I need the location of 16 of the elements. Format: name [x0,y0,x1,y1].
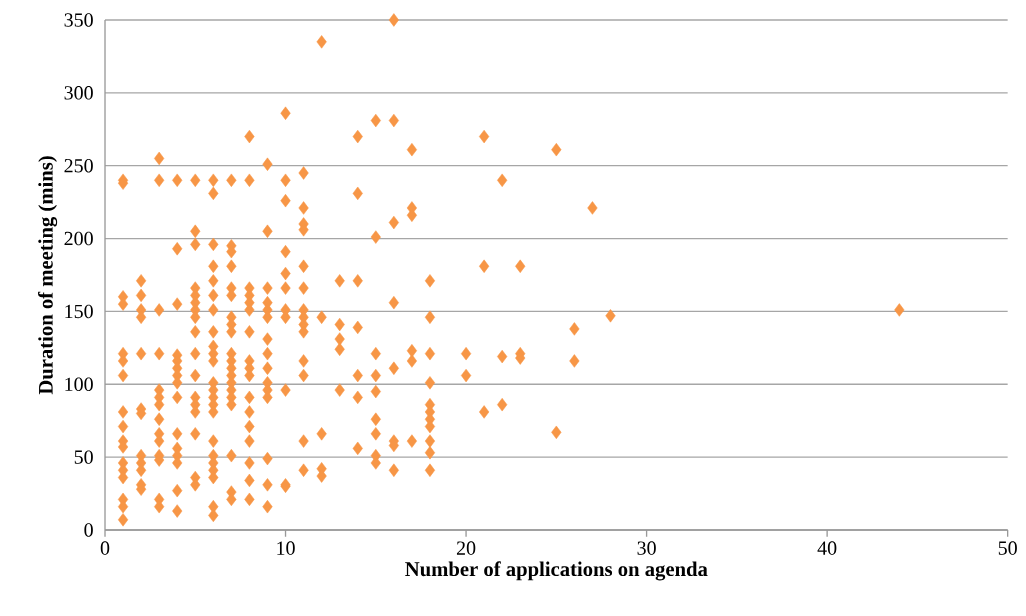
y-tick-label: 100 [65,377,93,392]
y-tick-label: 250 [64,158,93,173]
x-tick-label: 50 [998,541,1017,555]
x-tick-label: 40 [817,541,837,555]
x-tick-label: 0 [100,541,110,555]
y-tick-label: 300 [64,86,93,100]
x-tick-label: 10 [277,541,295,555]
x-axis-title: Number of applications on agenda [405,561,708,581]
y-axis-title: Duration of meeting (mins) [38,156,58,395]
y-tick-label: 0 [84,523,93,537]
y-tick-label: 200 [64,231,93,246]
x-tick-label: 30 [637,541,656,555]
y-tick-label: 150 [65,304,93,319]
y-tick-label: 50 [74,450,93,464]
x-tick-label: 20 [456,541,476,555]
y-tick-label: 350 [64,13,93,27]
